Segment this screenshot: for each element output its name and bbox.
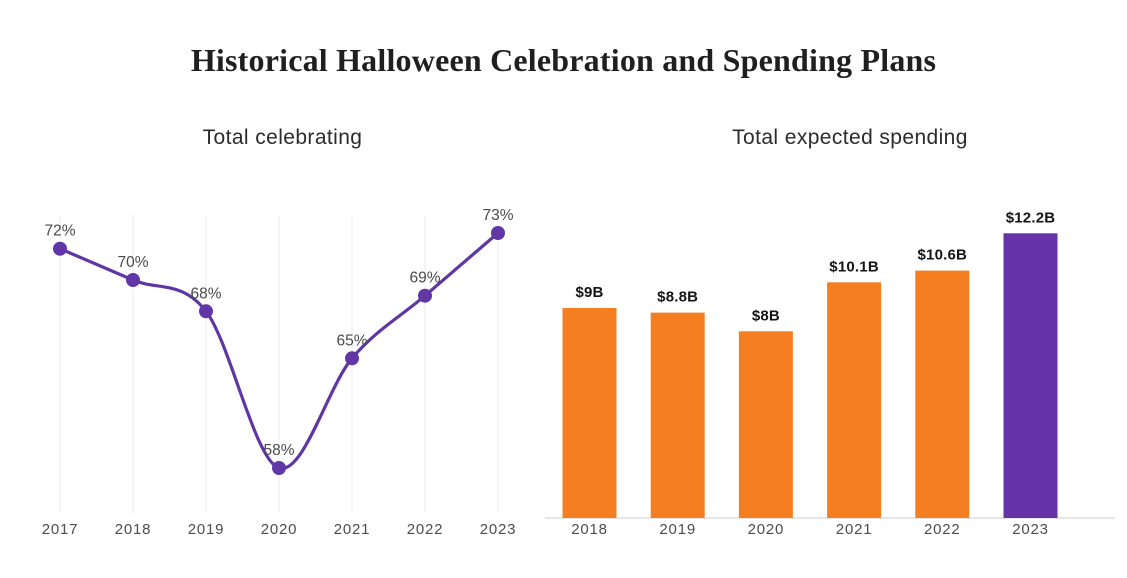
x-axis-label-2020: 2020 [261,521,298,538]
line-chart-point-2020 [272,461,286,475]
bar-value-label-2018: $9B [575,284,603,301]
line-chart-point-2019 [199,304,213,319]
bar-2019 [650,312,705,518]
bar-2020 [738,331,793,518]
bar-value-label-2020: $8B [752,307,780,324]
line-chart: 72% 70% 68% 58% 65% 69% 73% 2017 2018 2019 2020 202… [42,207,517,538]
x-axis-label-2021: 2021 [836,521,873,538]
bar-value-label-2023: $12.2B [1006,209,1056,226]
point-label-2021: 65% [336,332,367,349]
line-chart-point-2023 [491,226,505,240]
point-label-2019: 68% [190,285,221,302]
line-chart-point-2017 [53,241,67,256]
x-axis-label-2018: 2018 [571,521,608,538]
x-axis-label-2018: 2018 [115,521,152,538]
bar-chart-subtitle: Total expected spending [732,126,968,149]
line-chart-subtitle: Total celebrating [202,126,363,149]
x-axis-label-2020: 2020 [748,521,785,538]
bar-value-label-2019: $8.8B [657,289,698,306]
bar-2021 [827,282,882,518]
x-axis-label-2022: 2022 [924,521,961,538]
line-chart-point-2021 [345,351,359,366]
line-chart-point-2022 [418,288,432,303]
line-chart-panel: Total celebrating 72% 70% 68% 58% 65% 69% 73% 2… [20,122,545,565]
x-axis-label-2023: 2023 [480,521,517,538]
point-label-2023: 73% [482,207,513,224]
x-axis-label-2021: 2021 [334,521,371,538]
bar-value-label-2022: $10.6B [918,247,968,264]
bar-value-label-2021: $10.1B [829,258,879,275]
bar-chart-panel: Total expected spending $9B 2018 $8.8B 2019… [545,122,1127,565]
point-label-2022: 69% [409,270,440,287]
point-label-2018: 70% [117,254,148,271]
x-axis-label-2019: 2019 [659,521,696,538]
x-axis-label-2022: 2022 [407,521,444,538]
bar-2023 [1003,233,1058,519]
bar-chart: $9B 2018 $8.8B 2019 $8B 2020 $10.1B 2021 $10.6B 2… [545,209,1115,538]
bar-2022 [915,270,970,518]
point-label-2020: 58% [263,442,294,459]
bar-2018 [562,308,617,518]
x-axis-label-2017: 2017 [42,521,79,538]
x-axis-label-2019: 2019 [188,521,225,538]
page-title: Historical Halloween Celebration and Spe… [190,42,937,78]
point-label-2017: 72% [44,223,75,240]
x-axis-label-2023: 2023 [1012,521,1049,538]
line-chart-point-2018 [126,273,140,287]
